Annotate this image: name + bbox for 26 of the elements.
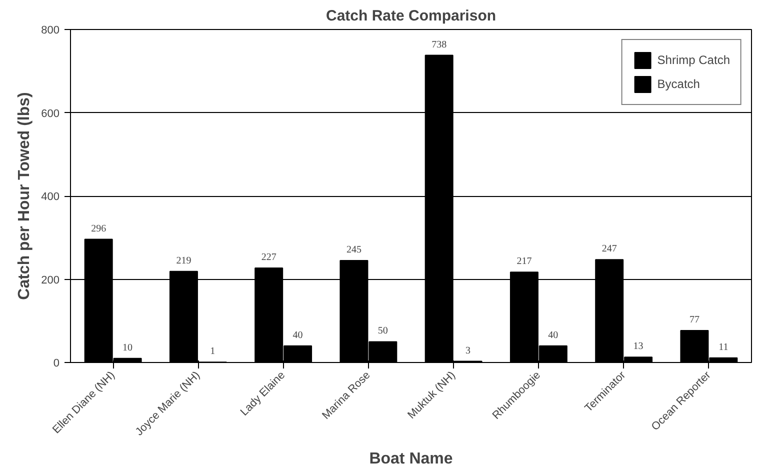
data-label: 227 xyxy=(261,252,276,264)
data-label: 50 xyxy=(378,326,388,337)
data-label: 11 xyxy=(718,342,728,353)
data-label: 247 xyxy=(602,244,617,255)
data-label: 245 xyxy=(346,244,362,256)
y-tick-label: 600 xyxy=(41,108,60,120)
x-axis-title: Boat Name xyxy=(369,450,453,468)
data-label: 10 xyxy=(122,342,133,354)
data-label: 217 xyxy=(516,256,532,268)
data-label: 77 xyxy=(689,314,700,326)
y-tick-label: 400 xyxy=(41,191,60,203)
data-label: 40 xyxy=(292,330,303,341)
y-tick-label: 200 xyxy=(41,274,60,286)
y-axis-title: Catch per Hour Towed (lbs) xyxy=(16,92,34,300)
legend-label: Shrimp Catch xyxy=(657,53,730,67)
y-tick-label: 800 xyxy=(41,24,60,36)
legend-label: Bycatch xyxy=(657,77,700,91)
data-label: 13 xyxy=(633,341,644,352)
data-label: 738 xyxy=(432,39,447,50)
data-label: 296 xyxy=(91,223,106,234)
y-tick-label: 0 xyxy=(53,358,60,370)
data-label: 3 xyxy=(466,345,471,356)
data-label: 40 xyxy=(548,330,558,341)
chart-title: Catch Rate Comparison xyxy=(326,8,496,24)
data-label: 219 xyxy=(176,255,192,266)
data-label: 1 xyxy=(210,346,216,358)
